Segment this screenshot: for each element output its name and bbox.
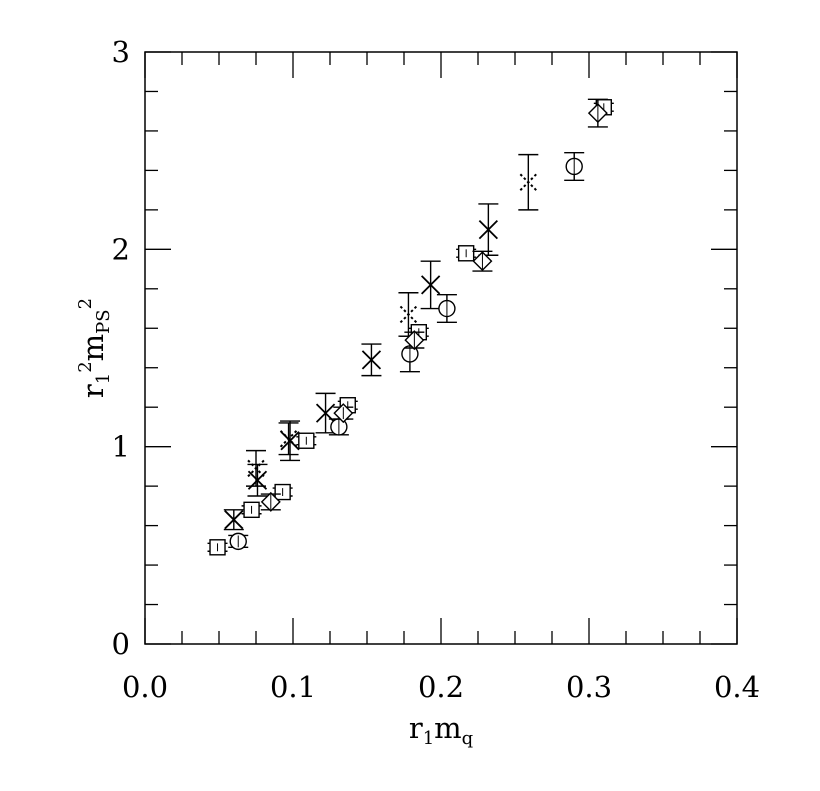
x-axis-label-sub: 1 bbox=[423, 728, 434, 749]
tick-labels: 0.0 0.1 0.2 0.3 0.4 0 1 2 3 bbox=[112, 35, 761, 704]
dotted-cross-marker bbox=[399, 305, 418, 324]
x-tick-label: 0.1 bbox=[270, 670, 316, 704]
y-tick-label: 3 bbox=[112, 35, 130, 69]
y-axis-label-rest-sup: 2 bbox=[75, 298, 96, 309]
cross-marker bbox=[315, 403, 336, 423]
data-point-diamond bbox=[587, 98, 608, 128]
data-point-square bbox=[241, 501, 262, 519]
data-point-diamond bbox=[472, 250, 493, 272]
y-axis-label-sup: 2 bbox=[75, 361, 96, 372]
data-point-cross bbox=[478, 203, 499, 256]
plot-frame bbox=[144, 51, 738, 645]
y-axis-label-rest: m bbox=[76, 334, 110, 362]
data-point-circle bbox=[436, 294, 457, 324]
axis-ticks bbox=[144, 51, 738, 645]
x-tick-label: 0.2 bbox=[418, 670, 464, 704]
cross-marker bbox=[224, 510, 244, 530]
data-point-square bbox=[456, 245, 477, 262]
data-point-square bbox=[207, 539, 228, 556]
x-axis-label-base: r bbox=[409, 711, 423, 745]
data-point-circle bbox=[228, 532, 249, 551]
y-tick-label: 1 bbox=[112, 430, 130, 464]
y-tick-label: 2 bbox=[112, 232, 130, 266]
data-point-square bbox=[296, 432, 317, 449]
data-point-cross bbox=[223, 509, 244, 531]
data-point-square bbox=[272, 483, 293, 501]
x-tick-label: 0.4 bbox=[714, 670, 760, 704]
data-point-diamond bbox=[404, 330, 425, 351]
dotted-cross-marker bbox=[279, 430, 298, 448]
x-axis-label-rest: m bbox=[434, 711, 462, 745]
y-axis-label-sub: 1 bbox=[93, 373, 114, 384]
cross-marker bbox=[421, 275, 441, 295]
data-point-cross bbox=[420, 260, 441, 310]
x-tick-label: 0.3 bbox=[566, 670, 612, 704]
data-point-dotted-cross bbox=[246, 449, 266, 487]
x-axis-label-rest-sub: q bbox=[462, 728, 474, 749]
dotted-cross-marker bbox=[247, 459, 265, 478]
data-points bbox=[207, 98, 614, 556]
y-axis-label-rest-sub: PS bbox=[93, 309, 114, 333]
x-axis-label: r1mq bbox=[409, 711, 473, 749]
data-point-dotted-cross bbox=[518, 153, 539, 211]
y-axis-label-base: r bbox=[76, 384, 110, 398]
data-point-cross bbox=[361, 343, 382, 377]
data-point-diamond bbox=[260, 491, 281, 512]
dotted-cross-marker bbox=[519, 173, 538, 191]
cross-marker bbox=[361, 350, 382, 370]
y-tick-label: 0 bbox=[112, 627, 130, 661]
cross-marker bbox=[478, 219, 498, 240]
data-point-cross bbox=[247, 463, 268, 497]
data-point-circle bbox=[564, 151, 585, 181]
y-axis-label: r12mPS2 bbox=[75, 298, 114, 398]
data-point-diamond bbox=[333, 403, 354, 424]
cross-marker bbox=[280, 431, 300, 451]
x-tick-label: 0.0 bbox=[122, 670, 168, 704]
data-point-dotted-cross bbox=[278, 422, 299, 456]
